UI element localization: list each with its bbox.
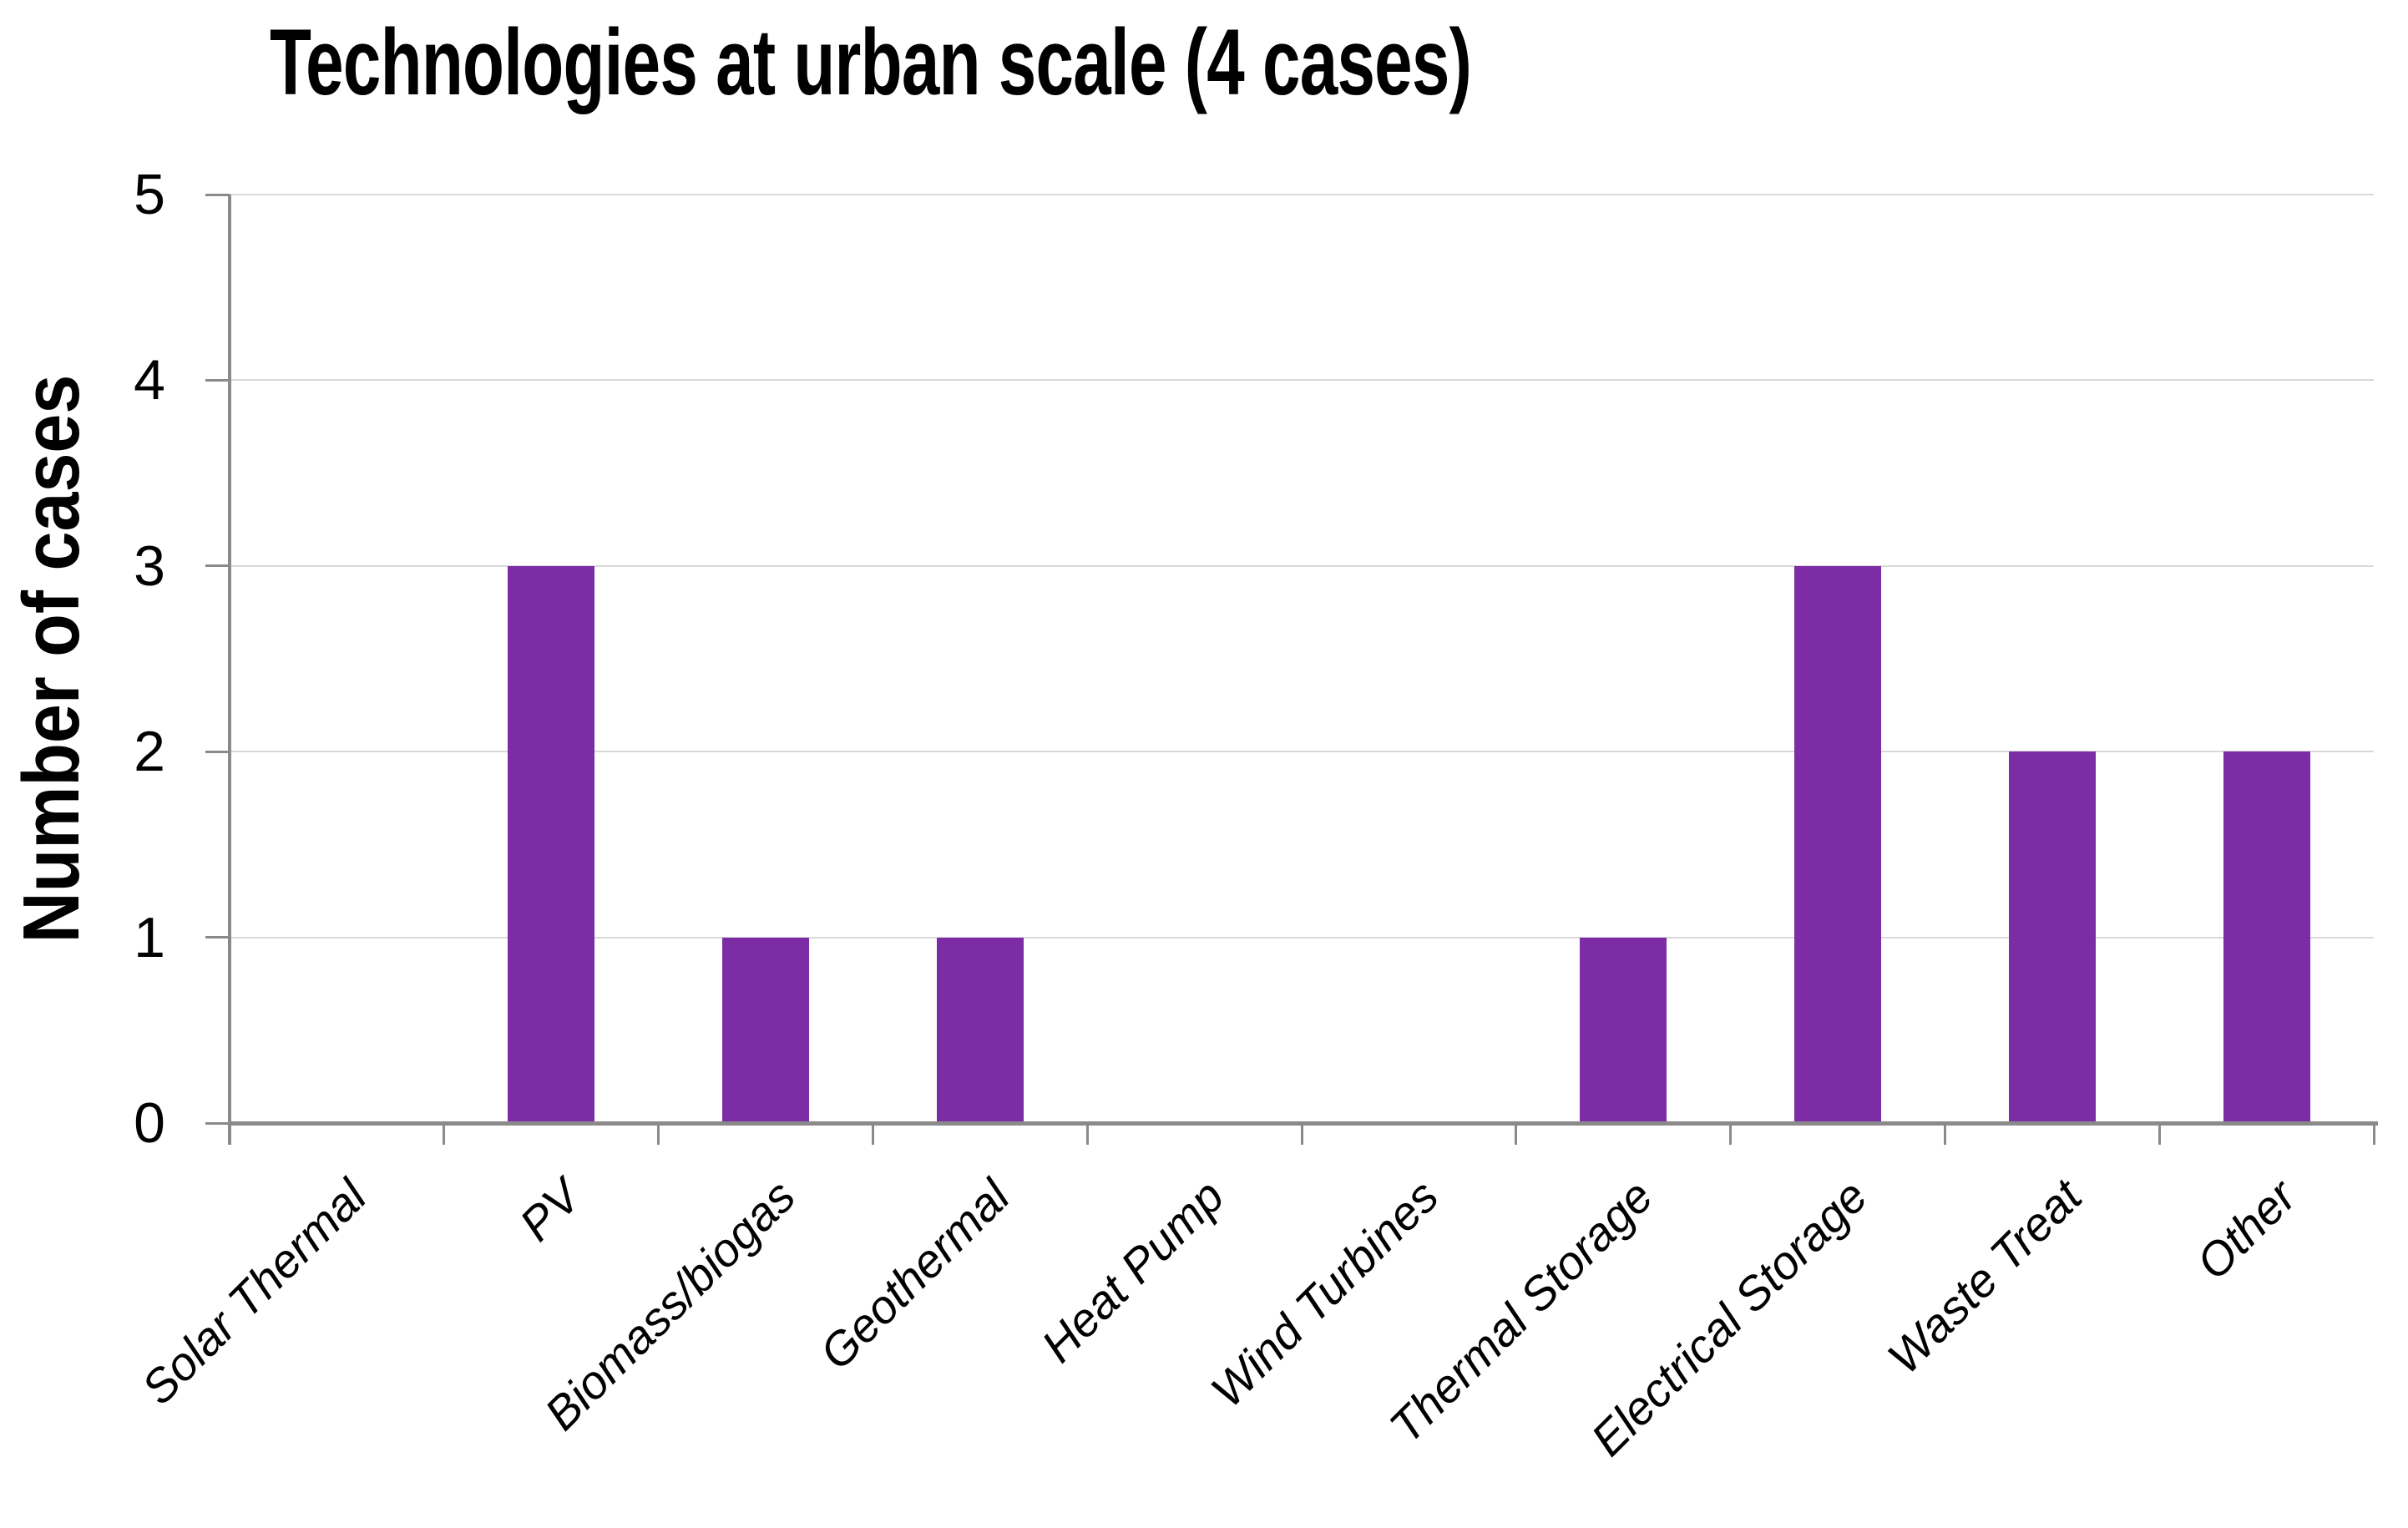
y-tick-label: 3	[134, 534, 165, 598]
gridline	[230, 564, 2374, 567]
x-tick	[2158, 1123, 2161, 1145]
y-tick-label: 5	[134, 163, 165, 226]
y-tick	[205, 193, 230, 196]
y-tick	[205, 750, 230, 753]
y-tick	[205, 936, 230, 939]
x-tick	[1943, 1123, 1946, 1145]
y-tick-label: 0	[134, 1091, 165, 1155]
x-axis-line	[230, 1121, 2378, 1126]
gridline	[230, 751, 2374, 753]
y-axis-title: Number of cases	[7, 374, 96, 944]
y-tick	[205, 1121, 230, 1125]
x-tick	[1300, 1123, 1303, 1145]
gridline	[230, 194, 2374, 195]
bar-biomass-biogas	[722, 937, 809, 1123]
chart-title: Technologies at urban scale (4 cases)	[270, 10, 1472, 114]
bar-electrical-storage	[1794, 565, 1881, 1123]
y-tick-label: 4	[134, 348, 165, 412]
bar-thermal-storage	[1580, 937, 1667, 1123]
y-tick	[205, 378, 230, 382]
x-tick	[657, 1123, 660, 1145]
gridline	[230, 936, 2374, 939]
bar-pv	[508, 565, 595, 1123]
bar-waste-treat	[2008, 751, 2096, 1123]
y-axis-line	[228, 195, 231, 1145]
gridline	[230, 379, 2374, 382]
y-tick	[205, 564, 230, 568]
x-tick	[1515, 1123, 1518, 1145]
x-tick	[1085, 1123, 1089, 1145]
y-tick-label: 2	[134, 720, 165, 784]
y-tick-label: 1	[134, 905, 165, 969]
x-tick	[1729, 1123, 1733, 1145]
x-tick	[871, 1123, 874, 1145]
x-tick	[2372, 1123, 2375, 1145]
bar-geothermal	[936, 937, 1024, 1123]
x-tick	[443, 1123, 446, 1145]
x-tick	[228, 1123, 231, 1145]
bar-other	[2223, 751, 2310, 1123]
